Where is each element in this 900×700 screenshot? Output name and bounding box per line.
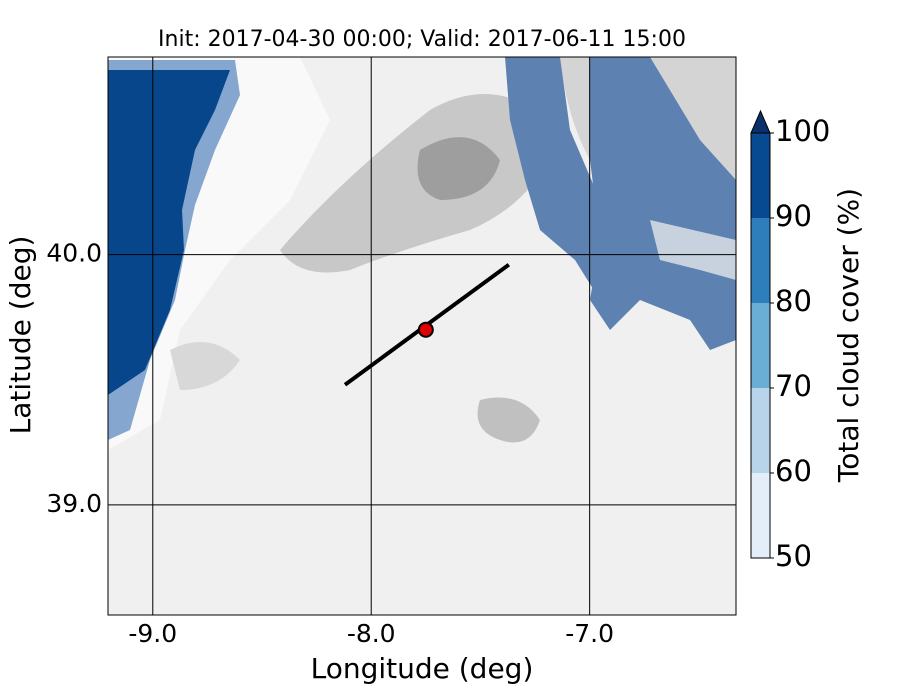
colorbar-segment [751,388,770,473]
colorbar-tick-label: 70 [775,369,812,403]
map-background [108,57,736,615]
colorbar-tick-label: 90 [775,199,812,233]
colorbar-tick-label: 80 [775,284,812,318]
x-axis-label: Longitude (deg) [311,652,534,685]
y-tick-label: 39.0 [46,489,102,518]
colorbar-segment [751,218,770,303]
y-tick-label: 40.0 [46,239,102,268]
colorbar-frame [750,132,771,559]
colorbar-segment [751,473,770,558]
colorbar-extend [750,109,771,134]
colorbar-label: Total cloud cover (%) [832,188,865,483]
title: Init: 2017-04-30 00:00; Valid: 2017-06-1… [158,27,686,52]
point-marker [417,321,434,338]
colorbar-segment [751,303,770,388]
y-axis-label: Latitude (deg) [4,236,37,435]
x-tick-label: -9.0 [128,619,177,648]
x-tick-label: -7.0 [565,619,614,648]
colorbar-segment [751,133,770,218]
colorbar-tick-label: 50 [775,539,812,573]
colorbar-tick-label: 60 [775,454,812,488]
colorbar-tick-label: 100 [775,114,830,148]
x-tick-label: -8.0 [347,619,396,648]
axes-frame [107,56,737,616]
